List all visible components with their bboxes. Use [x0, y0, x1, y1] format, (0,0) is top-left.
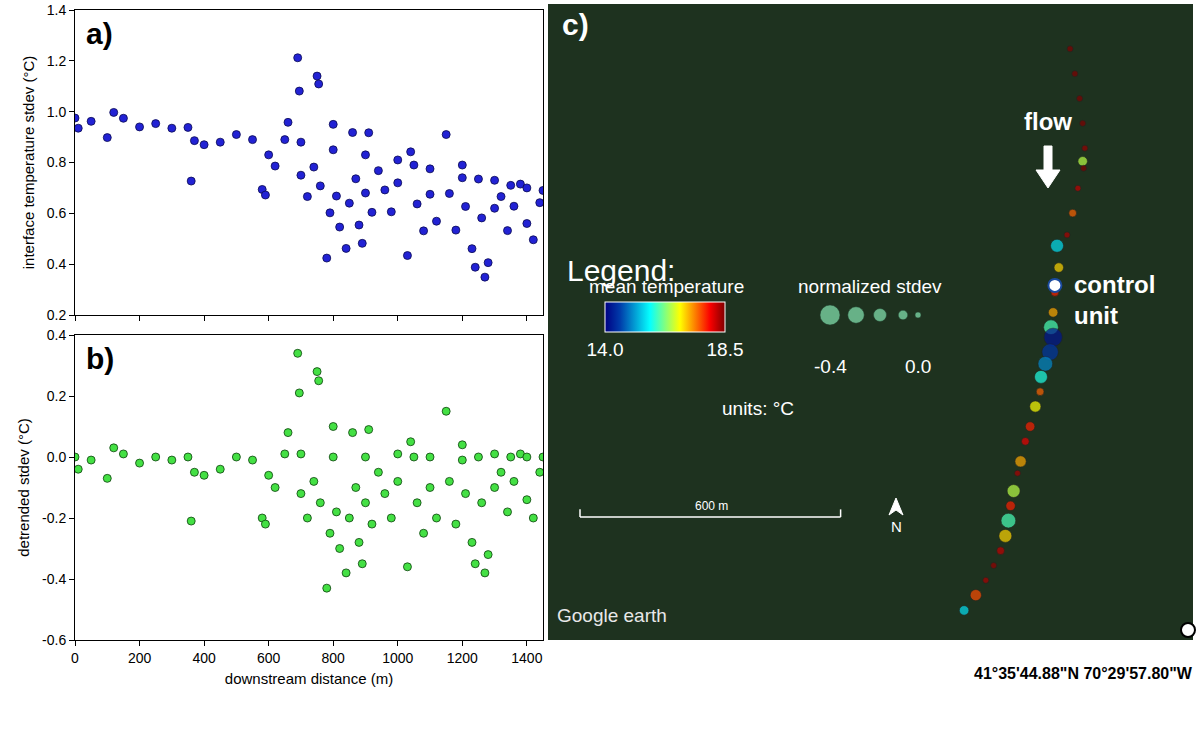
svg-text:18.5: 18.5 [707, 339, 744, 360]
svg-text:800: 800 [322, 650, 346, 666]
svg-text:-0.4: -0.4 [814, 356, 847, 377]
svg-text:-0.6: -0.6 [42, 632, 66, 648]
svg-text:1.4: 1.4 [47, 2, 67, 18]
svg-text:controlunit: controlunit [1074, 271, 1155, 329]
svg-text:Google earth: Google earth [557, 605, 667, 626]
svg-text:41°35'44.88"N 70°29'57.80"W: 41°35'44.88"N 70°29'57.80"W [974, 665, 1193, 682]
svg-text:mean temperature: mean temperature [589, 276, 744, 297]
svg-text:600 m: 600 m [695, 499, 728, 513]
svg-text:Legend:: Legend: [567, 254, 675, 287]
svg-text:1000: 1000 [382, 650, 413, 666]
svg-text:1.2: 1.2 [47, 53, 67, 69]
svg-text:0.4: 0.4 [47, 327, 67, 343]
svg-text:0.0: 0.0 [905, 356, 931, 377]
svg-text:200: 200 [128, 650, 152, 666]
svg-text:0.0: 0.0 [47, 449, 67, 465]
svg-text:interface temperature stdev (°: interface temperature stdev (°C) [20, 56, 37, 270]
svg-text:0.4: 0.4 [47, 256, 67, 272]
svg-text:400: 400 [192, 650, 216, 666]
svg-text:-0.4: -0.4 [42, 571, 66, 587]
svg-text:-0.2: -0.2 [42, 510, 66, 526]
svg-text:0: 0 [71, 650, 79, 666]
svg-text:N: N [891, 518, 902, 535]
svg-text:0.2: 0.2 [47, 307, 67, 323]
svg-text:14.0: 14.0 [587, 339, 624, 360]
svg-text:0.6: 0.6 [47, 205, 67, 221]
svg-text:c): c) [562, 8, 589, 41]
svg-text:0.2: 0.2 [47, 388, 67, 404]
svg-text:0.8: 0.8 [47, 154, 67, 170]
svg-text:flow: flow [1024, 108, 1072, 135]
svg-text:units: °C: units: °C [722, 398, 794, 419]
svg-text:a): a) [86, 17, 113, 50]
svg-text:normalized stdev: normalized stdev [798, 276, 942, 297]
svg-text:detrended stdev (°C): detrended stdev (°C) [15, 418, 32, 557]
svg-text:b): b) [86, 342, 114, 375]
svg-text:1200: 1200 [447, 650, 478, 666]
svg-text:1400: 1400 [511, 650, 542, 666]
svg-text:600: 600 [257, 650, 281, 666]
svg-text:downstream distance (m): downstream distance (m) [225, 670, 393, 687]
svg-text:1.0: 1.0 [47, 104, 67, 120]
